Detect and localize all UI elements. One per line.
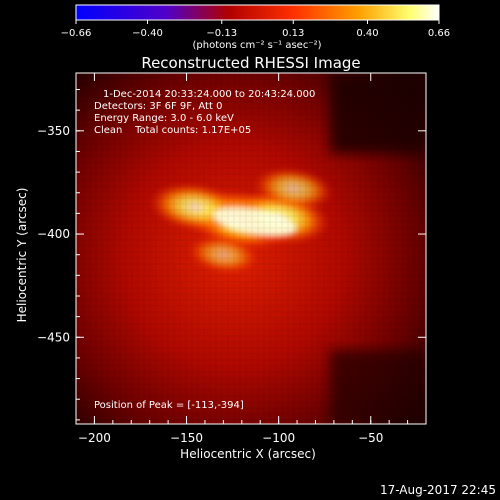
colorbar-tick-label: 0.13 <box>282 28 304 39</box>
annotation-time-range: 1-Dec-2014 20:33:24.000 to 20:43:24.000 <box>103 89 315 100</box>
colorbar-tick-label: 0.66 <box>428 28 450 39</box>
y-tick-label: −350 <box>37 124 70 138</box>
colorbar-unit-label: (photons cm⁻² s⁻¹ asec⁻²) <box>192 40 321 51</box>
annotation-block: 1-Dec-2014 20:33:24.000 to 20:43:24.000 … <box>94 89 315 411</box>
heatmap-image <box>76 73 426 424</box>
y-tick-label: −400 <box>37 227 70 241</box>
annotation-energy-range: Energy Range: 3.0 - 6.0 keV <box>94 113 234 124</box>
colorbar-gradient <box>76 5 439 20</box>
colorbar-tick-label: −0.40 <box>132 28 163 39</box>
colorbar-tick-label: −0.66 <box>61 28 92 39</box>
x-tick-label: −100 <box>262 431 295 445</box>
y-axis: −350 −400 −450 <box>37 89 426 421</box>
plot-frame <box>75 72 427 425</box>
y-tick-label: −450 <box>37 330 70 344</box>
colorbar: −0.66 −0.40 −0.13 0.13 0.40 0.66 (photons cm⁻… <box>61 4 450 51</box>
colorbar-tick-label: −0.13 <box>206 28 237 39</box>
x-tick-label: −200 <box>78 431 111 445</box>
x-axis: −200 −150 −100 −50 <box>75 73 427 445</box>
annotation-peak-position: Position of Peak = [-113,-394] <box>94 400 244 411</box>
colorbar-frame <box>75 4 440 21</box>
heatmap-pixel-grid <box>76 73 426 424</box>
annotation-detectors: Detectors: 3F 6F 9F, Att 0 <box>94 101 222 112</box>
footer-date: 17-Aug-2017 22:45 <box>380 483 496 497</box>
chart-title: Reconstructed RHESSI Image <box>141 54 360 72</box>
x-tick-label: −50 <box>358 431 383 445</box>
y-axis-label: Heliocentric Y (arcsec) <box>15 188 29 323</box>
x-tick-label: −150 <box>170 431 203 445</box>
colorbar-tick-label: 0.40 <box>356 28 378 39</box>
annotation-clean-counts: Clean Total counts: 1.17E+05 <box>94 125 251 136</box>
x-axis-label: Heliocentric X (arcsec) <box>180 447 316 461</box>
